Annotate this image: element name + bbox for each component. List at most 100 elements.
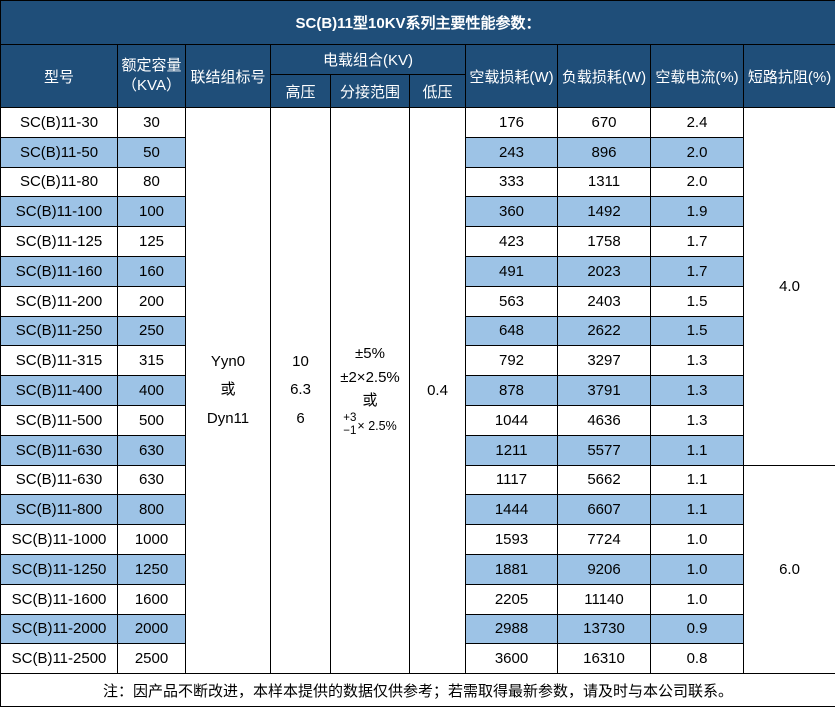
tap-range-lines: ±5% ±2×2.5% 或 +3 −1 × 2.5% xyxy=(333,342,407,438)
capacity-cell: 30 xyxy=(117,107,186,138)
table-row: SC(B)11-800 800 1444 6607 1.1 xyxy=(0,494,835,526)
no-load-current-cell: 1.3 xyxy=(650,404,744,436)
tap-line-1: ±2×2.5% xyxy=(340,368,400,386)
hv-line-0: 10 xyxy=(292,352,309,370)
capacity-cell: 400 xyxy=(117,375,186,406)
no-load-current-cell: 0.9 xyxy=(650,613,744,645)
capacity-cell: 100 xyxy=(117,196,186,228)
no-load-loss-cell: 1117 xyxy=(465,464,558,496)
model-cell: SC(B)11-250 xyxy=(0,315,118,347)
load-loss-cell: 896 xyxy=(557,136,651,168)
no-load-loss-cell: 491 xyxy=(465,255,558,287)
model-cell: SC(B)11-315 xyxy=(0,345,118,377)
capacity-cell: 630 xyxy=(117,464,186,496)
no-load-loss-cell: 360 xyxy=(465,196,558,228)
model-cell: SC(B)11-800 xyxy=(0,494,118,526)
capacity-cell: 315 xyxy=(117,345,186,377)
capacity-cell: 500 xyxy=(117,404,186,436)
hv-cell: 10 6.3 6 xyxy=(270,106,331,675)
header-row-sub: 高压 分接范围 低压 xyxy=(1,74,835,108)
load-loss-cell: 4636 xyxy=(557,404,651,436)
capacity-cell: 1600 xyxy=(117,583,186,615)
table-row: SC(B)11-200 200 563 2403 1.5 xyxy=(0,285,835,317)
no-load-current-cell: 1.1 xyxy=(650,464,744,496)
hv-line-1: 6.3 xyxy=(290,381,311,399)
no-load-current-cell: 1.7 xyxy=(650,226,744,257)
table-row: SC(B)11-630 630 1117 5662 1.1 6.0 xyxy=(0,464,835,675)
tap-stack-bottom: −1 xyxy=(343,425,357,438)
load-loss-cell: 11140 xyxy=(557,583,651,615)
model-cell: SC(B)11-400 xyxy=(0,375,118,406)
no-load-current-cell: 1.1 xyxy=(650,494,744,526)
capacity-cell: 800 xyxy=(117,494,186,526)
load-loss-cell: 670 xyxy=(557,107,651,138)
table-row: SC(B)11-1600 1600 2205 11140 1.0 xyxy=(0,583,835,615)
table-row: SC(B)11-1250 1250 1881 9206 1.0 xyxy=(0,553,835,585)
hv-line-2: 6 xyxy=(296,409,305,427)
model-cell: SC(B)11-2500 xyxy=(0,643,118,675)
load-loss-cell: 3297 xyxy=(557,345,651,377)
no-load-loss-cell: 2988 xyxy=(465,613,558,645)
model-cell: SC(B)11-50 xyxy=(0,136,118,168)
load-loss-cell: 5577 xyxy=(557,434,651,466)
col-header-connection: 联结组标号 xyxy=(185,44,271,108)
table-row: SC(B)11-500 500 1044 4636 1.3 xyxy=(0,404,835,436)
col-header-capacity: 额定容量 （KVA） xyxy=(117,44,186,108)
no-load-loss-cell: 176 xyxy=(465,107,558,138)
col-header-tap-range: 分接范围 xyxy=(330,74,410,108)
table-row: SC(B)11-630 630 1211 5577 1.1 xyxy=(0,434,835,466)
capacity-cell: 1000 xyxy=(117,524,186,555)
page-title: SC(B)11型10KV系列主要性能参数： xyxy=(0,0,835,45)
tap-stack: +3 −1 xyxy=(343,412,356,438)
no-load-current-cell: 2.0 xyxy=(650,136,744,168)
model-cell: SC(B)11-1250 xyxy=(0,553,118,585)
table-row: SC(B)11-80 80 333 1311 2.0 xyxy=(0,166,835,198)
load-loss-cell: 13730 xyxy=(557,613,651,645)
load-loss-cell: 7724 xyxy=(557,524,651,555)
capacity-cell: 630 xyxy=(117,434,186,466)
capacity-header-line1: 额定容量 xyxy=(121,56,182,74)
no-load-current-cell: 1.0 xyxy=(650,524,744,555)
col-header-lv: 低压 xyxy=(409,74,466,108)
load-loss-cell: 2622 xyxy=(557,315,651,347)
no-load-current-cell: 1.3 xyxy=(650,375,744,406)
capacity-cell: 50 xyxy=(117,136,186,168)
table-row: SC(B)11-125 125 423 1758 1.7 xyxy=(0,226,835,257)
capacity-cell: 2000 xyxy=(117,613,186,645)
header-row-top: 型号 额定容量 （KVA） 联结组标号 电载组合(KV) 空载损耗(W) 负载损… xyxy=(0,44,835,108)
model-cell: SC(B)11-80 xyxy=(0,166,118,198)
model-cell: SC(B)11-125 xyxy=(0,226,118,257)
model-cell: SC(B)11-630 xyxy=(0,434,118,466)
no-load-current-cell: 1.7 xyxy=(650,255,744,287)
table-row: SC(B)11-2500 2500 3600 16310 0.8 xyxy=(0,643,835,675)
tap-stack-line: +3 −1 × 2.5% xyxy=(333,412,407,438)
load-loss-cell: 9206 xyxy=(557,553,651,585)
col-header-impedance: 短路抗阻(%) xyxy=(742,44,835,108)
capacity-cell: 2500 xyxy=(117,643,186,675)
tap-line-2: 或 xyxy=(362,391,378,409)
capacity-cell: 160 xyxy=(117,255,186,287)
capacity-cell: 80 xyxy=(117,166,186,198)
load-loss-cell: 1492 xyxy=(557,196,651,228)
no-load-loss-cell: 2205 xyxy=(465,583,558,615)
connection-lines: Yyn0 或 Dyn11 xyxy=(188,348,268,434)
no-load-loss-cell: 1044 xyxy=(465,404,558,436)
table-row: SC(B)11-2000 2000 2988 13730 0.9 xyxy=(0,613,835,645)
col-header-hv: 高压 xyxy=(270,74,331,108)
model-cell: SC(B)11-630 xyxy=(0,464,118,496)
table-row: SC(B)11-50 50 243 896 2.0 xyxy=(0,136,835,168)
footer-note: 注：因产品不断改进，本样本提供的数据仅供参考；若需取得最新参数，请及时与本公司联… xyxy=(0,673,835,708)
no-load-loss-cell: 792 xyxy=(465,345,558,377)
load-loss-cell: 2023 xyxy=(557,255,651,287)
no-load-current-cell: 1.0 xyxy=(650,583,744,615)
no-load-loss-cell: 1881 xyxy=(465,553,558,585)
title-row: SC(B)11型10KV系列主要性能参数： xyxy=(0,0,835,45)
no-load-current-cell: 2.4 xyxy=(650,107,744,138)
model-cell: SC(B)11-30 xyxy=(0,107,118,138)
no-load-loss-cell: 423 xyxy=(465,226,558,257)
table-row: SC(B)11-30 30 Yyn0 或 Dyn11 10 6.3 6 ±5% ±2×2.5% 或 +… xyxy=(0,106,835,675)
model-cell: SC(B)11-1000 xyxy=(0,524,118,555)
no-load-loss-cell: 3600 xyxy=(465,643,558,675)
